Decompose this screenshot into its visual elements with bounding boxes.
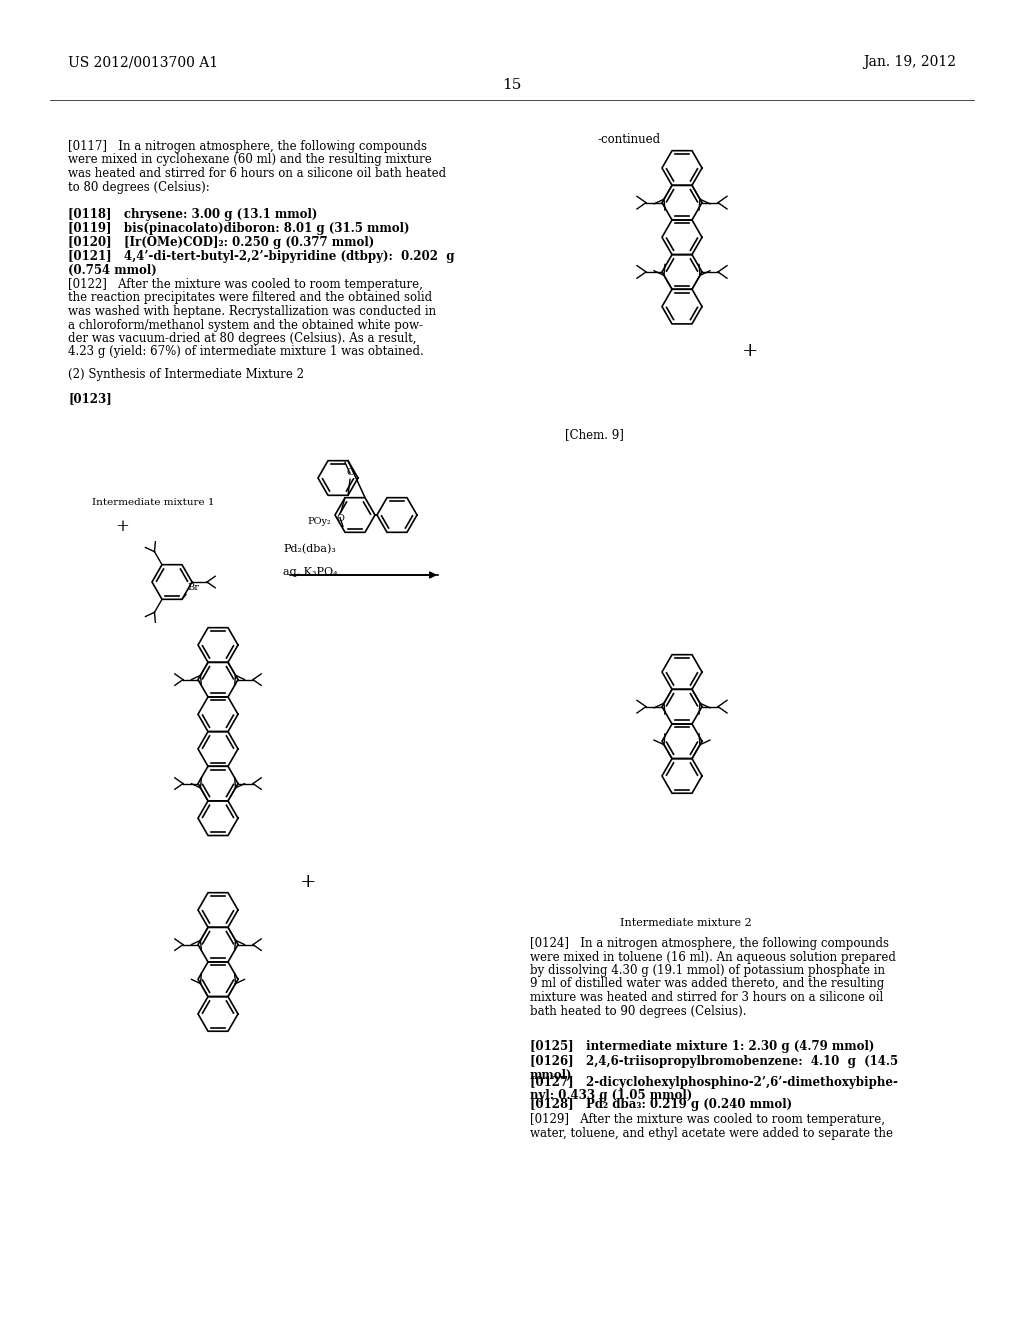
Text: +: + xyxy=(300,873,316,891)
Text: (2) Synthesis of Intermediate Mixture 2: (2) Synthesis of Intermediate Mixture 2 xyxy=(68,368,304,381)
Text: to 80 degrees (Celsius):: to 80 degrees (Celsius): xyxy=(68,181,210,194)
Text: mmol): mmol) xyxy=(530,1068,572,1081)
Text: [0117]   In a nitrogen atmosphere, the following compounds: [0117] In a nitrogen atmosphere, the fol… xyxy=(68,140,427,153)
Text: Pd₂(dba)₃: Pd₂(dba)₃ xyxy=(284,544,337,554)
Text: by dissolving 4.30 g (19.1 mmol) of potassium phosphate in: by dissolving 4.30 g (19.1 mmol) of pota… xyxy=(530,964,885,977)
Text: [0119]   bis(pinacolato)diboron: 8.01 g (31.5 mmol): [0119] bis(pinacolato)diboron: 8.01 g (3… xyxy=(68,222,410,235)
Text: bath heated to 90 degrees (Celsius).: bath heated to 90 degrees (Celsius). xyxy=(530,1005,746,1018)
Text: were mixed in toluene (16 ml). An aqueous solution prepared: were mixed in toluene (16 ml). An aqueou… xyxy=(530,950,896,964)
Text: 4.23 g (yield: 67%) of intermediate mixture 1 was obtained.: 4.23 g (yield: 67%) of intermediate mixt… xyxy=(68,346,424,359)
Text: aq. K₃PO₄: aq. K₃PO₄ xyxy=(283,568,337,577)
Text: mixture was heated and stirred for 3 hours on a silicone oil: mixture was heated and stirred for 3 hou… xyxy=(530,991,884,1005)
Text: (0.754 mmol): (0.754 mmol) xyxy=(68,264,157,276)
Text: was washed with heptane. Recrystallization was conducted in: was washed with heptane. Recrystallizati… xyxy=(68,305,436,318)
Text: water, toluene, and ethyl acetate were added to separate the: water, toluene, and ethyl acetate were a… xyxy=(530,1126,893,1139)
Text: was heated and stirred for 6 hours on a silicone oil bath heated: was heated and stirred for 6 hours on a … xyxy=(68,168,446,180)
Text: [0125]   intermediate mixture 1: 2.30 g (4.79 mmol): [0125] intermediate mixture 1: 2.30 g (4… xyxy=(530,1040,874,1053)
Text: Br: Br xyxy=(187,583,199,593)
Text: US 2012/0013700 A1: US 2012/0013700 A1 xyxy=(68,55,218,69)
Text: Intermediate mixture 1: Intermediate mixture 1 xyxy=(92,498,214,507)
Text: were mixed in cyclohexane (60 ml) and the resulting mixture: were mixed in cyclohexane (60 ml) and th… xyxy=(68,153,432,166)
Text: +: + xyxy=(115,517,129,535)
Text: [0122]   After the mixture was cooled to room temperature,: [0122] After the mixture was cooled to r… xyxy=(68,279,423,290)
Text: [0124]   In a nitrogen atmosphere, the following compounds: [0124] In a nitrogen atmosphere, the fol… xyxy=(530,937,889,950)
Text: +: + xyxy=(741,342,758,360)
Text: [0128]   Pd₂ dba₃: 0.219 g (0.240 mmol): [0128] Pd₂ dba₃: 0.219 g (0.240 mmol) xyxy=(530,1098,793,1111)
Text: Intermediate mixture 2: Intermediate mixture 2 xyxy=(620,917,752,928)
Text: POy₂: POy₂ xyxy=(307,516,331,525)
Text: Jan. 19, 2012: Jan. 19, 2012 xyxy=(863,55,956,69)
Text: O: O xyxy=(336,513,344,523)
Text: [Chem. 9]: [Chem. 9] xyxy=(565,428,624,441)
Text: [0127]   2-dicyclohexylphosphino-2’,6’-dimethoxybiphe-: [0127] 2-dicyclohexylphosphino-2’,6’-dim… xyxy=(530,1076,898,1089)
Text: [0129]   After the mixture was cooled to room temperature,: [0129] After the mixture was cooled to r… xyxy=(530,1113,885,1126)
Text: 9 ml of distilled water was added thereto, and the resulting: 9 ml of distilled water was added theret… xyxy=(530,978,885,990)
Text: -continued: -continued xyxy=(598,133,662,147)
Text: [0118]   chrysene: 3.00 g (13.1 mmol): [0118] chrysene: 3.00 g (13.1 mmol) xyxy=(68,209,317,220)
Text: [0121]   4,4’-di-tert-butyl-2,2’-bipyridine (dtbpy):  0.202  g: [0121] 4,4’-di-tert-butyl-2,2’-bipyridin… xyxy=(68,249,455,263)
Text: [0126]   2,4,6-triisopropylbromobenzene:  4.10  g  (14.5: [0126] 2,4,6-triisopropylbromobenzene: 4… xyxy=(530,1055,898,1068)
Text: [0120]   [Ir(OMe)COD]₂: 0.250 g (0.377 mmol): [0120] [Ir(OMe)COD]₂: 0.250 g (0.377 mmo… xyxy=(68,236,374,249)
Text: a chloroform/methanol system and the obtained white pow-: a chloroform/methanol system and the obt… xyxy=(68,318,423,331)
Text: [0123]: [0123] xyxy=(68,392,112,405)
Text: der was vacuum-dried at 80 degrees (Celsius). As a result,: der was vacuum-dried at 80 degrees (Cels… xyxy=(68,333,417,345)
Text: 15: 15 xyxy=(503,78,521,92)
Text: the reaction precipitates were filtered and the obtained solid: the reaction precipitates were filtered … xyxy=(68,292,432,305)
Text: nyl: 0.433 g (1.05 mmol): nyl: 0.433 g (1.05 mmol) xyxy=(530,1089,692,1102)
Text: O: O xyxy=(346,469,354,478)
